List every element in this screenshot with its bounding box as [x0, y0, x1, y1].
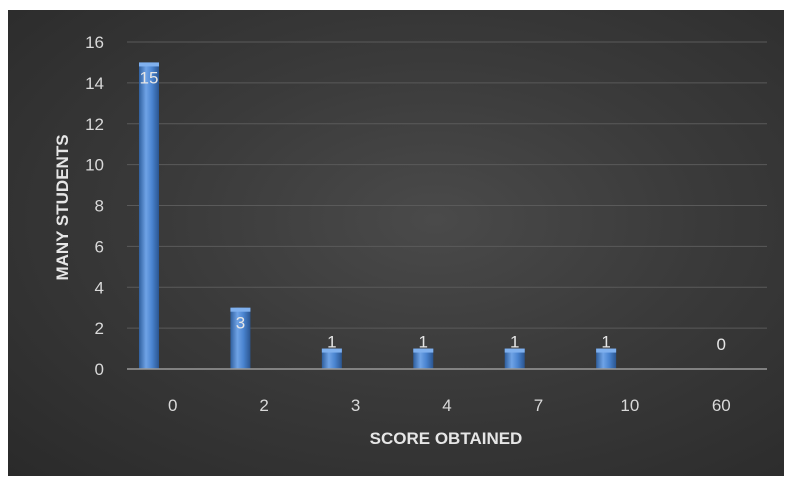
bar-cap [321, 348, 342, 353]
bar-body [596, 348, 617, 369]
bars [139, 62, 617, 369]
data-label: 3 [236, 314, 245, 333]
y-tick-label: 14 [85, 74, 104, 93]
bar-body [413, 348, 434, 369]
bar-body [504, 348, 525, 369]
data-labels: 15 3 1 1 1 1 0 [140, 68, 726, 354]
y-tick-label: 10 [85, 156, 104, 175]
bar [321, 348, 342, 369]
x-axis-title: SCORE OBTAINED [370, 429, 523, 448]
bar-body [321, 348, 342, 369]
bar-cap [230, 307, 251, 312]
data-label: 1 [327, 333, 336, 352]
y-tick-label: 8 [95, 197, 104, 216]
y-tick-label: 0 [95, 360, 104, 379]
bar-cap [504, 348, 525, 353]
data-label: 0 [717, 335, 726, 354]
y-axis-ticks: 0 2 4 6 8 10 12 14 16 [85, 33, 104, 379]
bar [596, 348, 617, 369]
bar-cap [596, 348, 617, 353]
x-tick-label: 2 [259, 396, 268, 415]
x-tick-label: 3 [351, 396, 360, 415]
data-label: 1 [510, 333, 519, 352]
gridlines [127, 41, 767, 329]
bar-body [230, 307, 251, 369]
chart-area [8, 10, 784, 476]
bar [413, 348, 434, 369]
data-label: 15 [140, 68, 159, 87]
bar-body [139, 62, 159, 369]
y-tick-label: 4 [95, 278, 104, 297]
x-tick-label: 60 [712, 396, 731, 415]
x-axis-ticks: 0 2 3 4 7 10 60 [168, 396, 731, 415]
x-tick-label: 0 [168, 396, 177, 415]
bar [230, 307, 251, 369]
bar [504, 348, 525, 369]
x-tick-label: 10 [620, 396, 639, 415]
data-label: 1 [601, 333, 610, 352]
y-tick-label: 16 [85, 33, 104, 52]
x-tick-label: 4 [442, 396, 451, 415]
bar-cap [139, 62, 159, 67]
bar [139, 62, 159, 369]
data-label: 1 [419, 333, 428, 352]
x-tick-label: 7 [534, 396, 543, 415]
y-tick-label: 6 [95, 237, 104, 256]
y-tick-label: 2 [95, 319, 104, 338]
y-tick-label: 12 [85, 115, 104, 134]
bar-cap [413, 348, 434, 353]
y-axis-title: MANY STUDENTS [53, 134, 72, 280]
